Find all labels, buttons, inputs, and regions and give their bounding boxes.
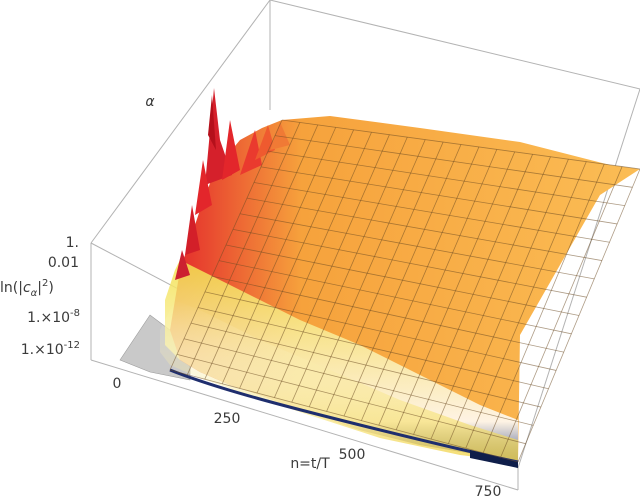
- mesh-line: [274, 135, 633, 188]
- mesh-line: [197, 307, 549, 390]
- y-axis: α: [145, 94, 155, 110]
- mesh-line: [190, 322, 541, 408]
- mesh-line: [176, 353, 526, 445]
- y-axis-label: α: [145, 94, 155, 110]
- x-axis: 0 250 500 750 n=t/T: [113, 376, 502, 500]
- surface-spikes: [175, 88, 290, 280]
- surface-mesh: [169, 119, 640, 463]
- z-axis-label: ln(|cα|2): [0, 278, 54, 299]
- surface: [160, 116, 640, 468]
- mesh-line: [253, 182, 610, 243]
- mesh-line: [211, 275, 564, 353]
- mesh-line: [267, 150, 625, 207]
- mesh-line: [183, 338, 534, 426]
- mesh-line: [232, 228, 587, 298]
- x-tick-label: 0: [113, 376, 122, 392]
- x-tick-label: 250: [214, 411, 241, 427]
- mesh-line: [225, 244, 580, 316]
- z-tick-label: 1.×10-12: [21, 340, 80, 358]
- z-tick-label: 1.: [66, 235, 79, 251]
- x-tick-label: 750: [475, 484, 502, 500]
- z-tick-label: 1.×10-8: [27, 308, 80, 326]
- mesh-line: [239, 213, 595, 280]
- z-axis: 1. 0.01 1.×10-8 1.×10-12 ln(|cα|2): [0, 235, 80, 358]
- mesh-line: [169, 369, 519, 463]
- z-tick-label: 0.01: [48, 255, 79, 271]
- mesh-line: [204, 291, 557, 371]
- x-tick-label: 500: [339, 447, 366, 463]
- x-axis-label: n=t/T: [290, 456, 330, 472]
- mesh-line: [281, 119, 640, 170]
- plot-box-front: [90, 359, 519, 491]
- mesh-line: [246, 197, 602, 261]
- mesh-line: [260, 166, 618, 225]
- mesh-line: [218, 260, 572, 335]
